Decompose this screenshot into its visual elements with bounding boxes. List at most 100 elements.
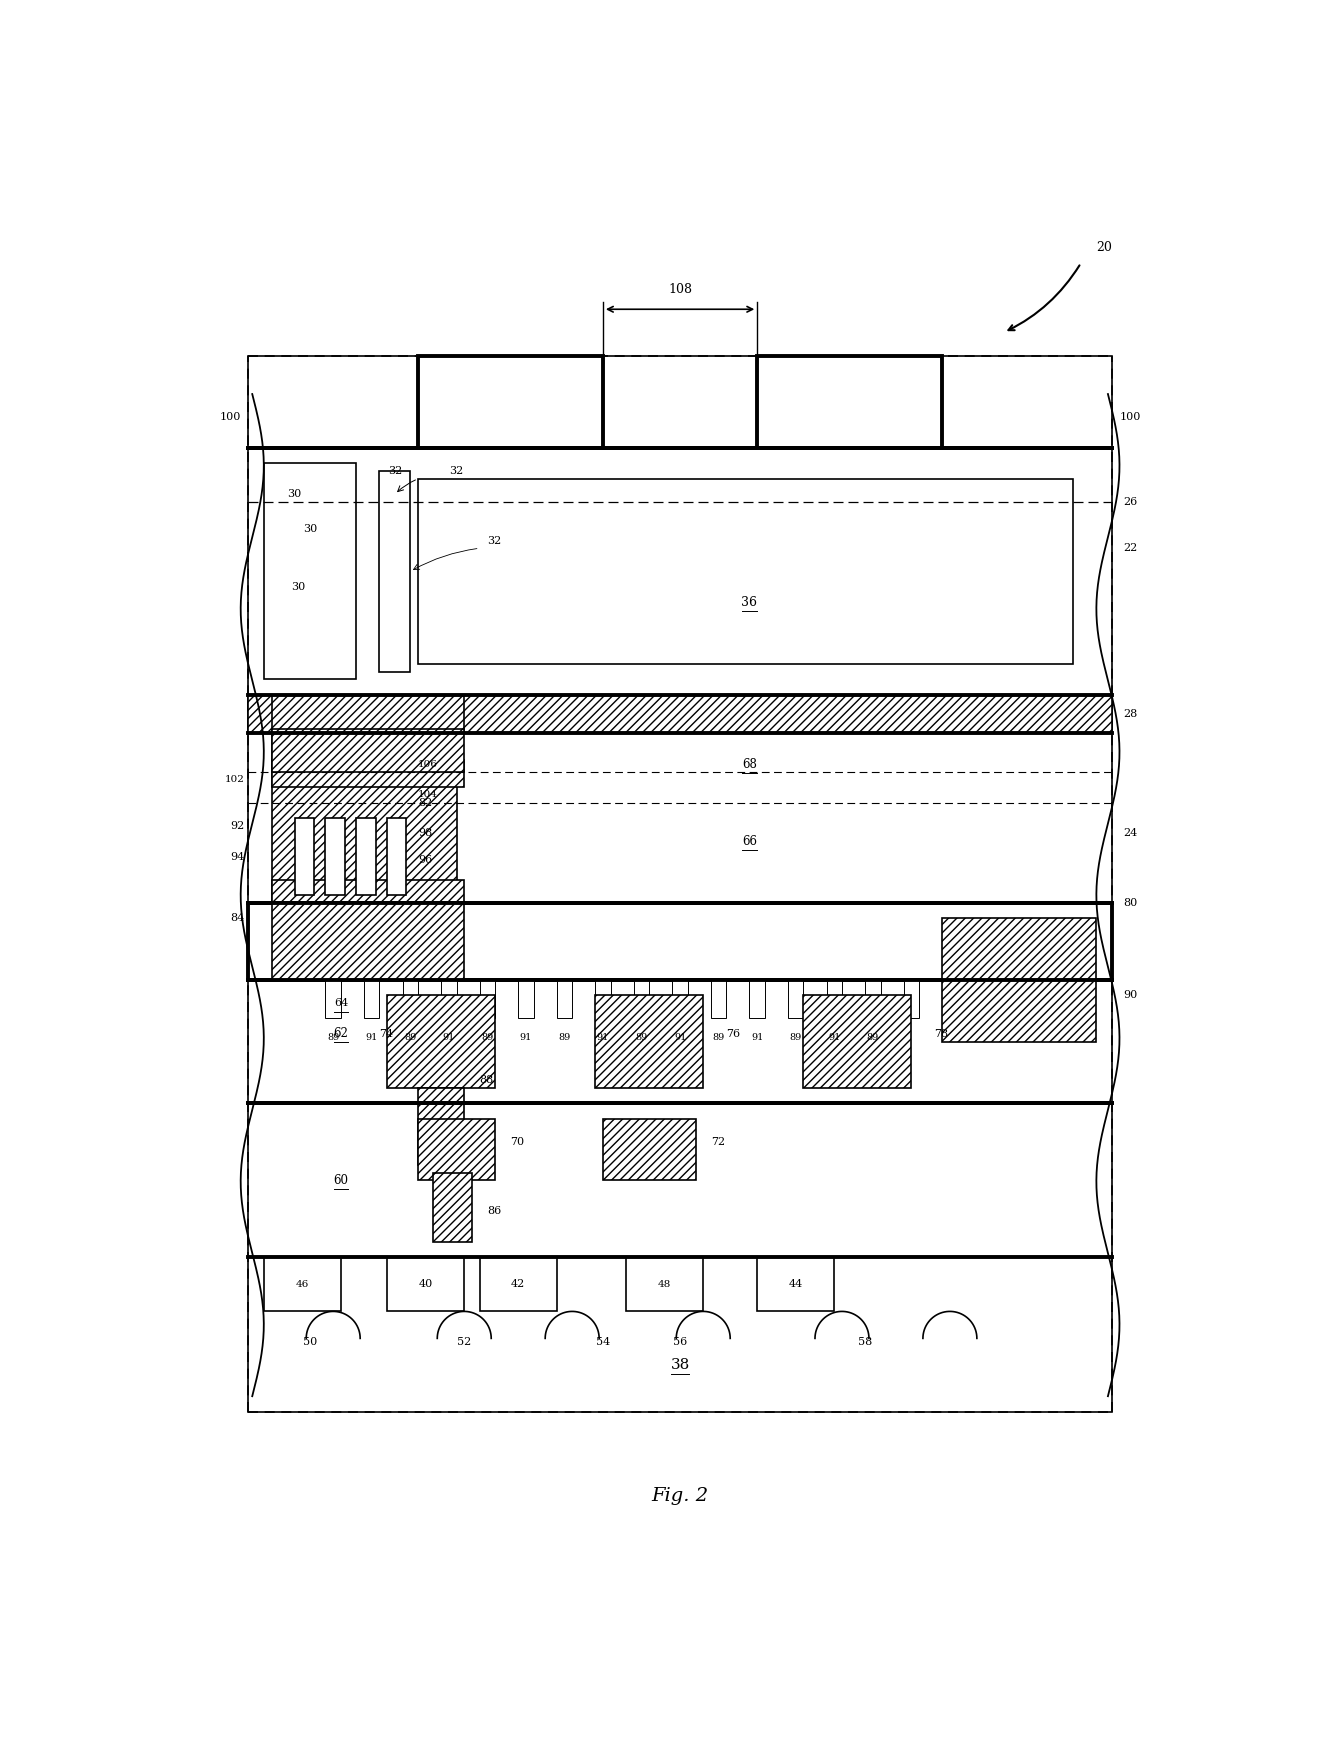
- Text: 40: 40: [418, 1279, 433, 1289]
- Text: 88: 88: [479, 1075, 494, 1085]
- Bar: [479, 1258, 557, 1312]
- Bar: [904, 981, 920, 1019]
- Bar: [264, 1258, 341, 1312]
- Bar: [441, 981, 456, 1019]
- Text: 66: 66: [742, 834, 756, 848]
- Text: 89: 89: [405, 1033, 417, 1042]
- Bar: [557, 981, 572, 1019]
- Text: 36: 36: [742, 596, 758, 608]
- Text: 44: 44: [788, 1279, 803, 1289]
- Text: 104: 104: [418, 791, 438, 800]
- Text: 82: 82: [418, 798, 433, 808]
- Text: 78: 78: [934, 1030, 949, 1038]
- Text: 89: 89: [713, 1033, 725, 1042]
- Bar: [387, 995, 495, 1087]
- Bar: [596, 981, 610, 1019]
- Bar: [750, 981, 764, 1019]
- Text: 91: 91: [520, 1033, 532, 1042]
- Text: 26: 26: [1124, 496, 1137, 507]
- Bar: [418, 1087, 464, 1165]
- Text: 30: 30: [287, 490, 301, 500]
- Bar: [418, 479, 1074, 664]
- Bar: [673, 981, 687, 1019]
- Text: 84: 84: [231, 913, 244, 923]
- Text: 32: 32: [449, 467, 463, 476]
- Text: 91: 91: [365, 1033, 378, 1042]
- Text: 89: 89: [482, 1033, 494, 1042]
- Bar: [803, 995, 912, 1087]
- Text: 96: 96: [418, 855, 433, 866]
- Text: 52: 52: [456, 1338, 471, 1347]
- Text: 72: 72: [711, 1138, 725, 1146]
- Text: 90: 90: [1124, 991, 1137, 1000]
- Text: 62: 62: [333, 1028, 348, 1040]
- Text: 89: 89: [636, 1033, 648, 1042]
- Bar: [865, 981, 881, 1019]
- Text: 64: 64: [334, 998, 348, 1009]
- Bar: [264, 463, 357, 679]
- Bar: [272, 733, 456, 902]
- Bar: [248, 902, 1112, 981]
- Bar: [357, 819, 376, 895]
- Text: 60: 60: [333, 1174, 349, 1186]
- Text: 38: 38: [670, 1359, 690, 1373]
- Text: 22: 22: [1124, 544, 1137, 554]
- Text: 48: 48: [658, 1280, 671, 1289]
- Text: 56: 56: [673, 1338, 687, 1347]
- Text: 54: 54: [596, 1338, 610, 1347]
- Bar: [626, 1258, 703, 1312]
- Text: Fig. 2: Fig. 2: [652, 1488, 709, 1505]
- Bar: [364, 981, 380, 1019]
- Text: 91: 91: [751, 1033, 763, 1042]
- Text: 91: 91: [828, 1033, 840, 1042]
- Text: 76: 76: [726, 1030, 740, 1038]
- Text: 58: 58: [859, 1338, 872, 1347]
- Bar: [788, 981, 803, 1019]
- Text: 32: 32: [487, 535, 502, 545]
- Bar: [387, 1258, 464, 1312]
- Text: 91: 91: [443, 1033, 455, 1042]
- Bar: [711, 981, 726, 1019]
- Bar: [272, 760, 464, 787]
- Text: 42: 42: [511, 1279, 525, 1289]
- Text: 91: 91: [597, 1033, 609, 1042]
- Bar: [418, 1118, 495, 1181]
- Bar: [248, 695, 1112, 733]
- Text: 20: 20: [1096, 240, 1112, 254]
- Text: 28: 28: [1124, 709, 1137, 719]
- Text: 89: 89: [867, 1033, 878, 1042]
- Text: 89: 89: [326, 1033, 340, 1042]
- Bar: [272, 695, 464, 733]
- Bar: [272, 730, 464, 772]
- Text: 100: 100: [219, 413, 240, 422]
- Text: 74: 74: [380, 1030, 394, 1038]
- Text: 108: 108: [667, 284, 693, 296]
- Bar: [479, 981, 495, 1019]
- Bar: [380, 470, 410, 672]
- Bar: [387, 819, 406, 895]
- Bar: [325, 819, 345, 895]
- Bar: [272, 902, 464, 981]
- Text: 68: 68: [742, 758, 756, 770]
- Text: 102: 102: [224, 775, 244, 784]
- Bar: [758, 355, 942, 448]
- Bar: [248, 355, 1112, 1411]
- Bar: [272, 880, 464, 902]
- Text: 50: 50: [303, 1338, 317, 1347]
- Text: 46: 46: [296, 1280, 309, 1289]
- Bar: [602, 1118, 695, 1181]
- Text: 24: 24: [1124, 829, 1137, 838]
- Bar: [418, 355, 602, 448]
- Text: 80: 80: [1124, 897, 1137, 908]
- Text: 30: 30: [303, 524, 317, 535]
- Text: 89: 89: [559, 1033, 571, 1042]
- Text: 94: 94: [231, 852, 244, 862]
- Bar: [325, 981, 341, 1019]
- Text: 30: 30: [291, 582, 305, 592]
- Text: 91: 91: [674, 1033, 686, 1042]
- Text: 32: 32: [387, 467, 402, 476]
- Text: 106: 106: [418, 760, 438, 768]
- Text: 98: 98: [418, 829, 433, 838]
- Text: 92: 92: [231, 820, 244, 831]
- Bar: [596, 995, 703, 1087]
